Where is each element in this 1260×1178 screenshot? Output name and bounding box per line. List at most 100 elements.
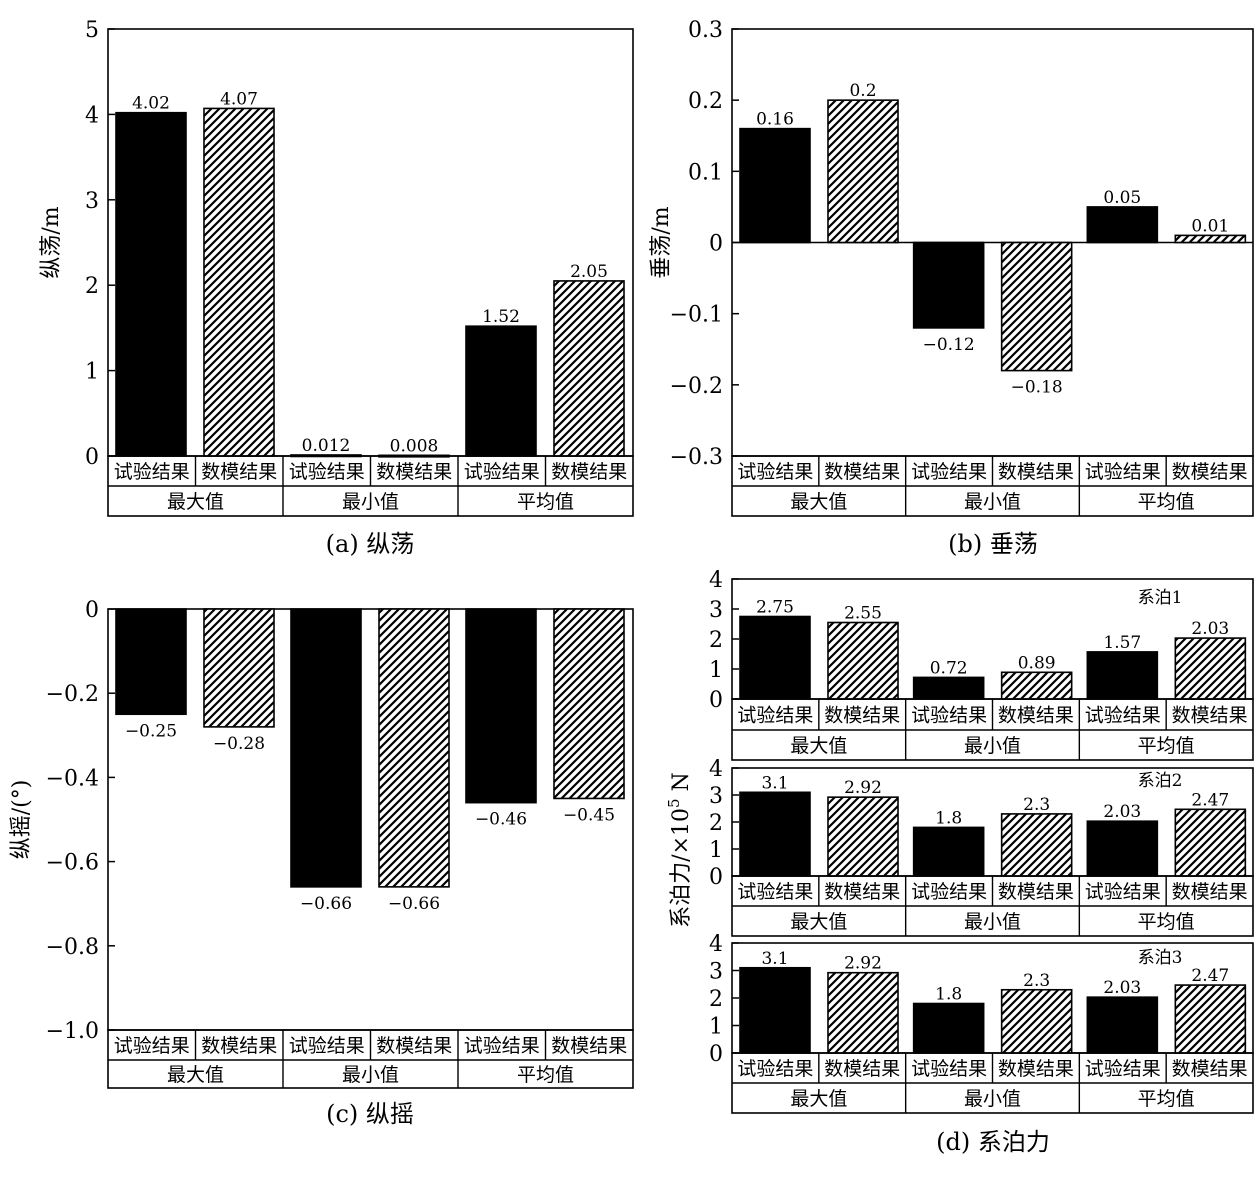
series-label-d1: 数模结果 — [998, 705, 1074, 727]
subtitle-d1: 系泊1 — [1138, 588, 1183, 608]
y-tick-label-d2: 4 — [709, 757, 723, 782]
y-tick-label-a: 0 — [85, 445, 99, 470]
data-label-d3: 3.1 — [761, 949, 788, 969]
y-tick-label-b: 0.1 — [688, 160, 723, 185]
bar-c-sim-0 — [203, 608, 275, 728]
data-label-d1: 0.72 — [930, 658, 968, 678]
series-label-b: 数模结果 — [824, 461, 900, 483]
series-label-b: 试验结果 — [1085, 461, 1161, 483]
bar-b-test-2 — [1086, 206, 1159, 244]
bar-d2-test-2 — [1086, 820, 1159, 877]
series-label-d3: 试验结果 — [737, 1058, 813, 1080]
series-label-d3: 数模结果 — [998, 1058, 1074, 1080]
caption-d1: (d) 系泊力 — [936, 1128, 1050, 1156]
bar-a-test-2 — [465, 325, 537, 457]
y-tick-label-d3: 4 — [709, 932, 723, 957]
data-label-a: 2.05 — [570, 262, 608, 282]
series-label-c: 数模结果 — [201, 1035, 277, 1057]
data-label-c: −0.66 — [300, 894, 352, 914]
data-label-a: 0.012 — [302, 436, 351, 456]
group-label-d1: 平均值 — [1138, 735, 1195, 757]
bar-c-sim-1 — [378, 608, 450, 888]
group-label-c: 最小值 — [342, 1064, 399, 1086]
series-label-c: 试验结果 — [464, 1035, 540, 1057]
data-label-d1: 0.89 — [1018, 653, 1056, 673]
bar-d3-test-1 — [912, 1002, 985, 1054]
bar-d3-test-2 — [1086, 996, 1159, 1054]
bar-d2-sim-1 — [1000, 813, 1073, 877]
y-tick-label-d2: 2 — [709, 811, 723, 836]
group-label-a: 最大值 — [167, 491, 224, 513]
bar-d3-test-0 — [739, 966, 811, 1054]
data-label-d2: 1.8 — [935, 808, 962, 828]
y-tick-label-c: 0 — [85, 598, 99, 623]
y-tick-label-d1: 4 — [709, 568, 723, 593]
y-tick-label-c: −0.4 — [46, 766, 99, 791]
y-tick-label-c: −0.6 — [46, 851, 99, 876]
y-tick-label-d2: 3 — [709, 784, 723, 809]
y-tick-label-b: 0 — [709, 232, 723, 257]
y-tick-label-b: −0.1 — [670, 303, 723, 328]
bar-d2-test-1 — [912, 826, 985, 877]
data-label-d2: 2.03 — [1103, 802, 1141, 822]
data-label-c: −0.45 — [563, 805, 615, 825]
data-label-d2: 2.92 — [844, 778, 882, 798]
series-label-a: 数模结果 — [201, 461, 277, 483]
y-tick-label-d3: 0 — [709, 1042, 723, 1067]
group-label-d2: 最小值 — [964, 911, 1021, 933]
subtitle-d2: 系泊2 — [1138, 771, 1183, 791]
y-tick-label-d2: 1 — [709, 838, 723, 863]
data-label-d1: 2.75 — [756, 598, 794, 618]
group-label-d2: 平均值 — [1138, 911, 1195, 933]
bar-c-test-1 — [290, 608, 362, 888]
group-label-b: 最大值 — [790, 491, 847, 513]
data-label-b: −0.18 — [1011, 378, 1063, 398]
series-label-d2: 试验结果 — [737, 881, 813, 903]
bar-a-sim-0 — [203, 107, 275, 457]
bar-c-sim-2 — [553, 608, 625, 800]
bar-d1-test-2 — [1086, 651, 1159, 700]
series-label-a: 数模结果 — [376, 461, 452, 483]
bar-d2-test-0 — [739, 791, 811, 877]
bar-b-sim-2 — [1174, 234, 1247, 244]
y-tick-label-d2: 0 — [709, 865, 723, 890]
group-label-d3: 平均值 — [1138, 1088, 1195, 1110]
series-label-a: 数模结果 — [551, 461, 627, 483]
data-label-a: 4.07 — [220, 89, 258, 109]
y-tick-label-d1: 0 — [709, 688, 723, 713]
bar-d2-sim-2 — [1174, 808, 1247, 877]
series-label-d1: 试验结果 — [737, 705, 813, 727]
data-label-b: −0.12 — [923, 335, 975, 355]
series-label-c: 试验结果 — [289, 1035, 365, 1057]
y-tick-label-a: 5 — [85, 18, 99, 43]
bar-d2-sim-0 — [827, 796, 899, 877]
bar-d1-sim-1 — [1000, 671, 1073, 700]
series-label-d1: 试验结果 — [911, 705, 987, 727]
y-tick-label-c: −0.8 — [46, 935, 99, 960]
y-axis-label-c: 纵摇/(°) — [9, 780, 34, 860]
group-label-d1: 最大值 — [790, 735, 847, 757]
y-tick-label-b: 0.3 — [688, 18, 723, 43]
y-axis-label-b: 垂荡/m — [649, 206, 674, 278]
group-label-c: 平均值 — [517, 1064, 574, 1086]
caption-a: (a) 纵荡 — [326, 530, 415, 558]
group-label-d2: 最大值 — [790, 911, 847, 933]
series-label-a: 试验结果 — [464, 461, 540, 483]
y-tick-label-a: 3 — [85, 189, 99, 214]
caption-c: (c) 纵摇 — [326, 1100, 414, 1128]
bar-a-sim-2 — [553, 280, 625, 457]
bar-d1-sim-0 — [827, 621, 899, 700]
series-label-b: 数模结果 — [998, 461, 1074, 483]
y-tick-label-d3: 2 — [709, 987, 723, 1012]
group-label-a: 最小值 — [342, 491, 399, 513]
y-axis-label-d: 系泊力/×105 N — [665, 772, 694, 928]
y-tick-label-b: −0.2 — [670, 374, 723, 399]
series-label-c: 数模结果 — [376, 1035, 452, 1057]
bar-d1-sim-2 — [1174, 637, 1247, 700]
group-label-a: 平均值 — [517, 491, 574, 513]
data-label-d3: 2.03 — [1103, 978, 1141, 998]
series-label-d2: 试验结果 — [1085, 881, 1161, 903]
series-label-b: 数模结果 — [1172, 461, 1248, 483]
data-label-c: −0.46 — [475, 810, 527, 830]
